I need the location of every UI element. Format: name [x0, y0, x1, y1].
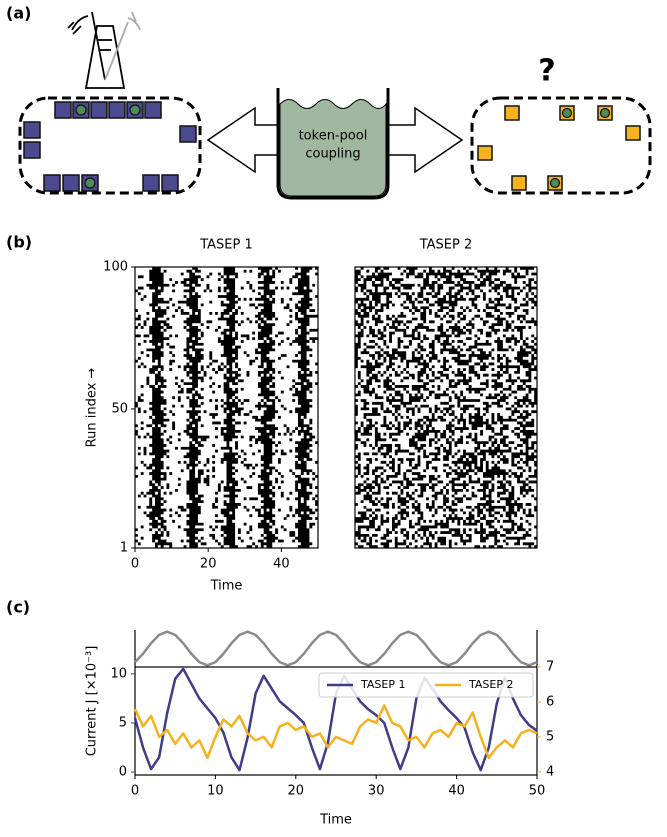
y-tick-label: 50: [111, 401, 128, 416]
tokens: [75, 104, 141, 189]
y-tick-label: 10: [110, 666, 127, 681]
particles: [477, 105, 641, 191]
x-tick-label: 0: [131, 784, 139, 799]
y2-tick-label: 4: [546, 764, 554, 779]
legend-label: TASEP 1: [360, 678, 405, 691]
y-axis-label: Current J [×10⁻³]: [85, 646, 100, 757]
metronome: [67, 11, 141, 89]
legend-box: [318, 672, 534, 698]
tokens: [549, 107, 611, 189]
particles: [23, 101, 197, 192]
panel-label: (c): [6, 598, 30, 617]
pool-label: coupling: [305, 147, 360, 162]
x-tick-label: 0: [131, 557, 139, 572]
raster-texture: [135, 267, 318, 548]
panel-label: (a): [6, 4, 31, 23]
diagram: token-pool coupling ?: [18, 11, 652, 200]
chart-title: TASEP 2: [419, 238, 473, 253]
y-tick-label: 0: [119, 765, 127, 780]
question-mark: ?: [538, 54, 555, 89]
track: [470, 96, 652, 195]
x-axis-label: Time: [319, 813, 352, 828]
chart-title: TASEP 1: [199, 238, 253, 253]
y-tick-label: 100: [103, 260, 128, 275]
series-line: [133, 704, 538, 760]
x-axis-label: Time: [210, 579, 243, 594]
x-tick-label: 40: [448, 784, 465, 799]
x-tick-label: 20: [200, 557, 217, 572]
track: [18, 96, 202, 195]
arrow: [206, 106, 283, 174]
x-tick-label: 30: [368, 784, 385, 799]
series-line: [134, 630, 538, 667]
y-axis-label: Run index →: [85, 368, 100, 448]
token-pool: [279, 99, 387, 197]
x-tick-label: 20: [288, 784, 305, 799]
arrow: [385, 106, 464, 174]
y2-tick-label: 6: [546, 694, 554, 709]
plot-frame: [354, 266, 538, 549]
panel-label: (b): [6, 233, 32, 252]
legend-label: TASEP 2: [468, 678, 513, 691]
plot-frame: [134, 266, 319, 549]
y-tick-label: 1: [120, 541, 128, 556]
y2-tick-label: 7: [546, 660, 554, 675]
y2-tick-label: 5: [546, 729, 554, 744]
raster-texture: [355, 267, 537, 548]
x-tick-label: 50: [529, 784, 546, 799]
x-tick-label: 10: [207, 784, 224, 799]
y-tick-label: 5: [119, 715, 127, 730]
x-tick-label: 40: [273, 557, 290, 572]
bucket: [276, 88, 390, 200]
pool-label: token-pool: [299, 129, 368, 144]
